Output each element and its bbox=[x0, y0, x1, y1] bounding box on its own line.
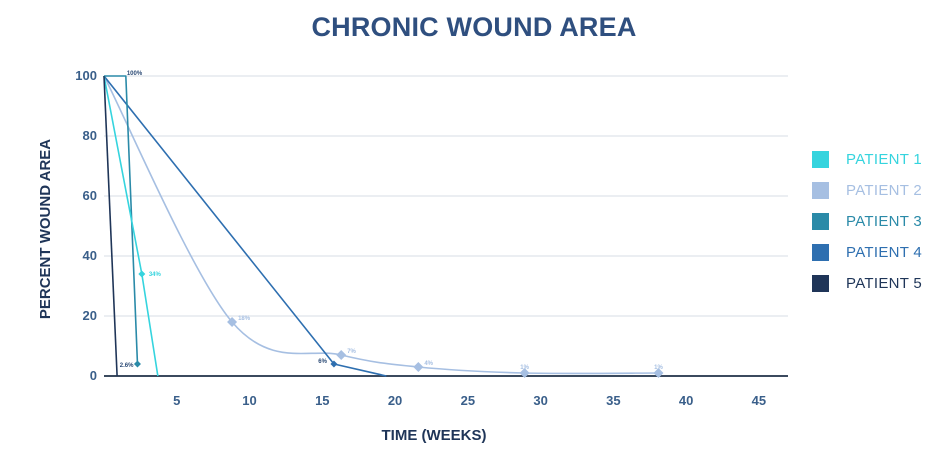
legend-swatch bbox=[812, 244, 829, 261]
patient-2-marker bbox=[413, 362, 424, 372]
x-tick-label: 25 bbox=[461, 393, 475, 408]
y-tick-label: 80 bbox=[83, 128, 97, 143]
x-tick-label: 40 bbox=[679, 393, 693, 408]
legend-item-patient-4: PATIENT 4 bbox=[812, 237, 922, 268]
y-tick-label: 40 bbox=[83, 248, 97, 263]
patient-3-line bbox=[104, 75, 139, 365]
patient-4-data-label: 6% bbox=[318, 359, 327, 365]
legend-label: PATIENT 5 bbox=[846, 275, 923, 292]
legend-item-patient-3: PATIENT 3 bbox=[812, 206, 922, 237]
legend-label: PATIENT 3 bbox=[846, 213, 923, 230]
y-axis-title: PERCENT WOUND AREA bbox=[37, 139, 54, 319]
patient-1-line bbox=[103, 75, 159, 377]
legend: PATIENT 1 PATIENT 2 PATIENT 3 PATIENT 4 PATI… bbox=[812, 144, 922, 299]
gridlines bbox=[104, 75, 788, 377]
legend-label: PATIENT 2 bbox=[846, 182, 923, 199]
legend-label: PATIENT 4 bbox=[846, 244, 923, 261]
patient-2-data-label: 4% bbox=[424, 361, 433, 367]
patient-2-marker bbox=[653, 368, 664, 378]
x-tick-label: 45 bbox=[752, 393, 766, 408]
x-tick-label: 20 bbox=[388, 393, 402, 408]
x-axis-title: TIME (WEEKS) bbox=[382, 427, 487, 444]
x-tick-label: 35 bbox=[606, 393, 620, 408]
legend-swatch bbox=[812, 151, 829, 168]
legend-item-patient-2: PATIENT 2 bbox=[812, 175, 922, 206]
legend-swatch bbox=[812, 182, 829, 199]
chart-title: CHRONIC WOUND AREA bbox=[311, 12, 637, 42]
y-tick-label: 0 bbox=[90, 368, 97, 383]
patient-3-marker bbox=[133, 360, 141, 368]
x-tick-label: 30 bbox=[533, 393, 547, 408]
y-tick-label: 100 bbox=[75, 68, 97, 83]
series-markers bbox=[133, 270, 664, 378]
patient-2-marker bbox=[227, 317, 238, 327]
patient-2-data-label: 1% bbox=[520, 365, 529, 371]
legend-label: PATIENT 1 bbox=[846, 151, 923, 168]
legend-swatch bbox=[812, 275, 829, 292]
legend-item-patient-1: PATIENT 1 bbox=[812, 144, 922, 175]
patient-1-data-label: 34% bbox=[149, 272, 162, 278]
x-axis-ticks: 5 10 15 20 25 30 35 40 45 bbox=[173, 393, 766, 408]
x-tick-label: 10 bbox=[242, 393, 256, 408]
y-axis-ticks: 0 20 40 60 80 100 bbox=[75, 68, 97, 383]
patient-3-data-label: 100% bbox=[127, 71, 143, 77]
x-tick-label: 5 bbox=[173, 393, 180, 408]
legend-item-patient-5: PATIENT 5 bbox=[812, 268, 922, 299]
patient-2-marker bbox=[336, 350, 347, 360]
patient-5-line bbox=[103, 75, 118, 377]
patient-2-marker bbox=[519, 368, 530, 378]
series-lines bbox=[103, 75, 659, 377]
patient-2-data-label: 7% bbox=[347, 349, 356, 355]
x-tick-label: 15 bbox=[315, 393, 329, 408]
patient-4-line bbox=[103, 75, 387, 377]
y-tick-label: 60 bbox=[83, 188, 97, 203]
patient-2-line bbox=[103, 75, 659, 375]
y-tick-label: 20 bbox=[83, 308, 97, 323]
legend-swatch bbox=[812, 213, 829, 230]
patient-2-data-label: 18% bbox=[238, 316, 251, 322]
patient-4-marker bbox=[330, 360, 338, 368]
patient-3-data-label: 2.6% bbox=[120, 363, 134, 369]
patient-1-marker bbox=[138, 270, 146, 278]
patient-2-data-label: 1% bbox=[654, 365, 663, 371]
data-labels: 18% 7% 4% 1% 1% 6% 100% 2.6% 34% bbox=[120, 71, 664, 371]
